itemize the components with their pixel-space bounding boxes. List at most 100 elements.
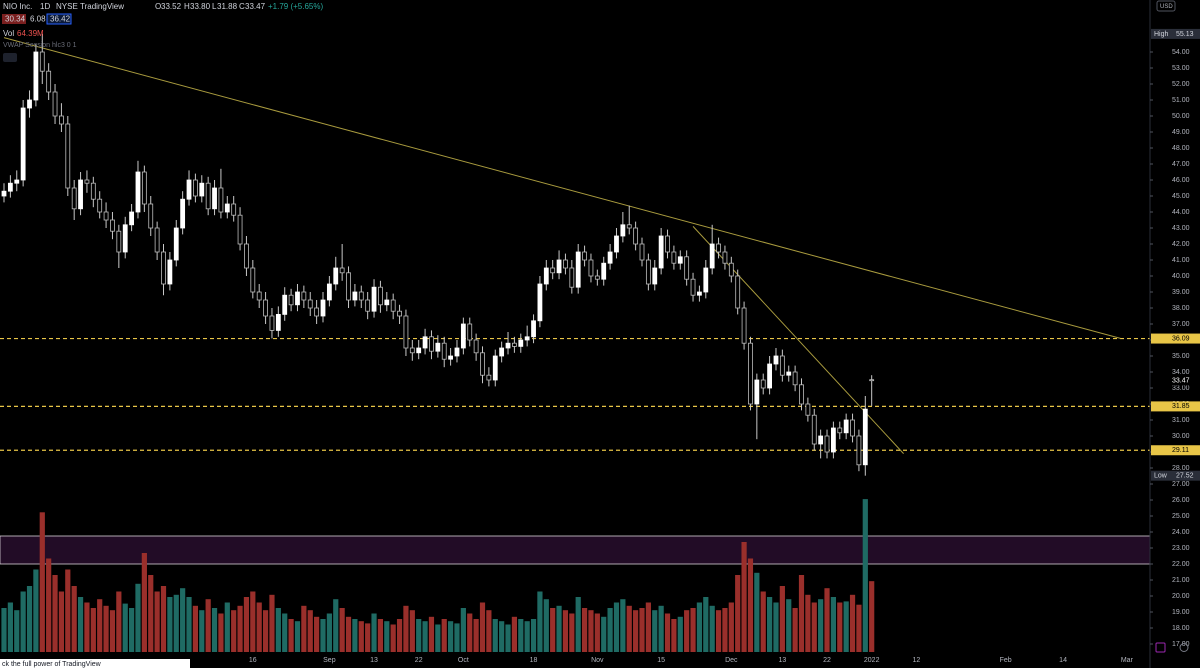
volume-bar — [377, 619, 384, 652]
candle-body — [537, 283, 543, 322]
indicator-value: 36.42 — [50, 15, 71, 24]
source: TradingView — [80, 2, 124, 11]
volume-bar — [613, 602, 620, 652]
volume-bar — [505, 624, 511, 652]
volume-bar — [288, 619, 294, 652]
volume-bar — [46, 558, 52, 652]
banner-text: ck the full power of TradingView — [2, 661, 102, 668]
candle-body — [556, 259, 562, 274]
volume-bar — [454, 623, 460, 652]
candle-body — [684, 256, 690, 280]
high-label: High — [1154, 31, 1169, 38]
candle-body — [792, 371, 798, 386]
candle-body — [275, 313, 281, 331]
volume-bar — [849, 594, 856, 652]
candle-body — [550, 267, 556, 274]
volume-bar — [633, 610, 639, 652]
volume-bar — [703, 597, 709, 652]
candle-body — [486, 374, 492, 381]
volume-bar — [601, 616, 607, 652]
volume-bar — [167, 597, 173, 652]
volume-bar — [403, 605, 409, 652]
x-tick-label: Oct — [458, 657, 469, 664]
high-box — [1151, 28, 1200, 39]
y-tick-label: 27.00 — [1172, 481, 1190, 488]
y-tick-label: 47.00 — [1172, 161, 1190, 168]
legend-letter: H — [184, 2, 190, 11]
x-tick-label: 2022 — [864, 657, 880, 664]
volume-bar — [690, 608, 696, 652]
volume-bar — [581, 608, 588, 652]
collapse-button[interactable] — [3, 53, 17, 62]
legend-value: 31.88 — [217, 2, 238, 11]
candle-body — [639, 243, 645, 261]
y-tick-label: 30.00 — [1172, 433, 1190, 440]
candle-body — [754, 379, 760, 405]
candle-body — [735, 275, 741, 309]
y-tick-label: 18.00 — [1172, 625, 1190, 632]
volume-bar — [173, 594, 179, 652]
volume-bar — [390, 624, 396, 652]
symbol: NIO Inc. — [3, 2, 32, 11]
candle-body — [697, 291, 702, 296]
indicator-value: 6.08 — [30, 15, 46, 24]
price-axis: 17.0018.0019.0020.0021.0022.0023.0024.00… — [1150, 28, 1200, 648]
legend-change: +1.79 (+5.65%) — [268, 2, 323, 11]
candle-body — [52, 91, 58, 117]
y-tick-label: 33.00 — [1172, 385, 1190, 392]
candle-body — [429, 336, 434, 352]
volume-bar — [339, 608, 345, 652]
trendline — [3, 37, 1121, 339]
legend-letter: C — [239, 2, 245, 11]
candle-body — [856, 435, 862, 466]
candle-body — [269, 315, 275, 331]
candle-body — [518, 339, 524, 347]
candle-body — [454, 347, 460, 357]
volume-bar — [345, 616, 352, 652]
candle-body — [224, 203, 230, 213]
candle-body — [186, 179, 192, 200]
volume-bar — [71, 586, 77, 652]
volume-bar — [416, 619, 422, 652]
exchange: NYSE — [56, 2, 78, 11]
candle-body — [658, 235, 664, 269]
volume-bar — [365, 623, 371, 652]
volume-bar — [33, 569, 39, 652]
currency-box[interactable] — [1156, 0, 1176, 12]
candle-body — [199, 182, 205, 197]
candle-body — [135, 171, 141, 213]
volume-bar — [52, 575, 58, 652]
volume-bar — [760, 591, 766, 652]
volume-bar — [747, 558, 754, 652]
candle-body — [205, 182, 211, 210]
candle-body — [282, 294, 288, 315]
candle-body — [314, 307, 320, 317]
y-tick-label: 40.00 — [1172, 273, 1190, 280]
y-tick-label: 25.00 — [1172, 513, 1190, 520]
volume-bar — [326, 613, 332, 652]
candle-body — [677, 256, 683, 264]
y-tick-label: 43.00 — [1172, 225, 1190, 232]
candle-body — [231, 203, 237, 216]
gear-icon[interactable] — [1179, 643, 1189, 652]
volume-bar — [294, 621, 301, 652]
volume-bar — [1, 608, 7, 652]
low-label: Low — [1154, 473, 1168, 480]
volume-bar — [448, 621, 454, 652]
candle-body — [84, 179, 90, 184]
low-value: 27.52 — [1176, 473, 1194, 480]
candle-body — [645, 259, 651, 285]
candle-body — [256, 291, 262, 301]
volume-bar — [709, 605, 715, 652]
high-value: 55.13 — [1176, 31, 1194, 38]
volume-bar — [767, 597, 773, 652]
last-price: 33.47 — [1172, 377, 1190, 384]
candle-body — [1, 190, 7, 197]
settings-icon[interactable] — [1155, 642, 1166, 653]
x-tick-label: 18 — [530, 657, 538, 664]
volume-bar — [479, 602, 486, 652]
volume-bar — [537, 591, 543, 652]
legend-value: 33.47 — [245, 2, 266, 11]
candle-body — [218, 187, 224, 213]
